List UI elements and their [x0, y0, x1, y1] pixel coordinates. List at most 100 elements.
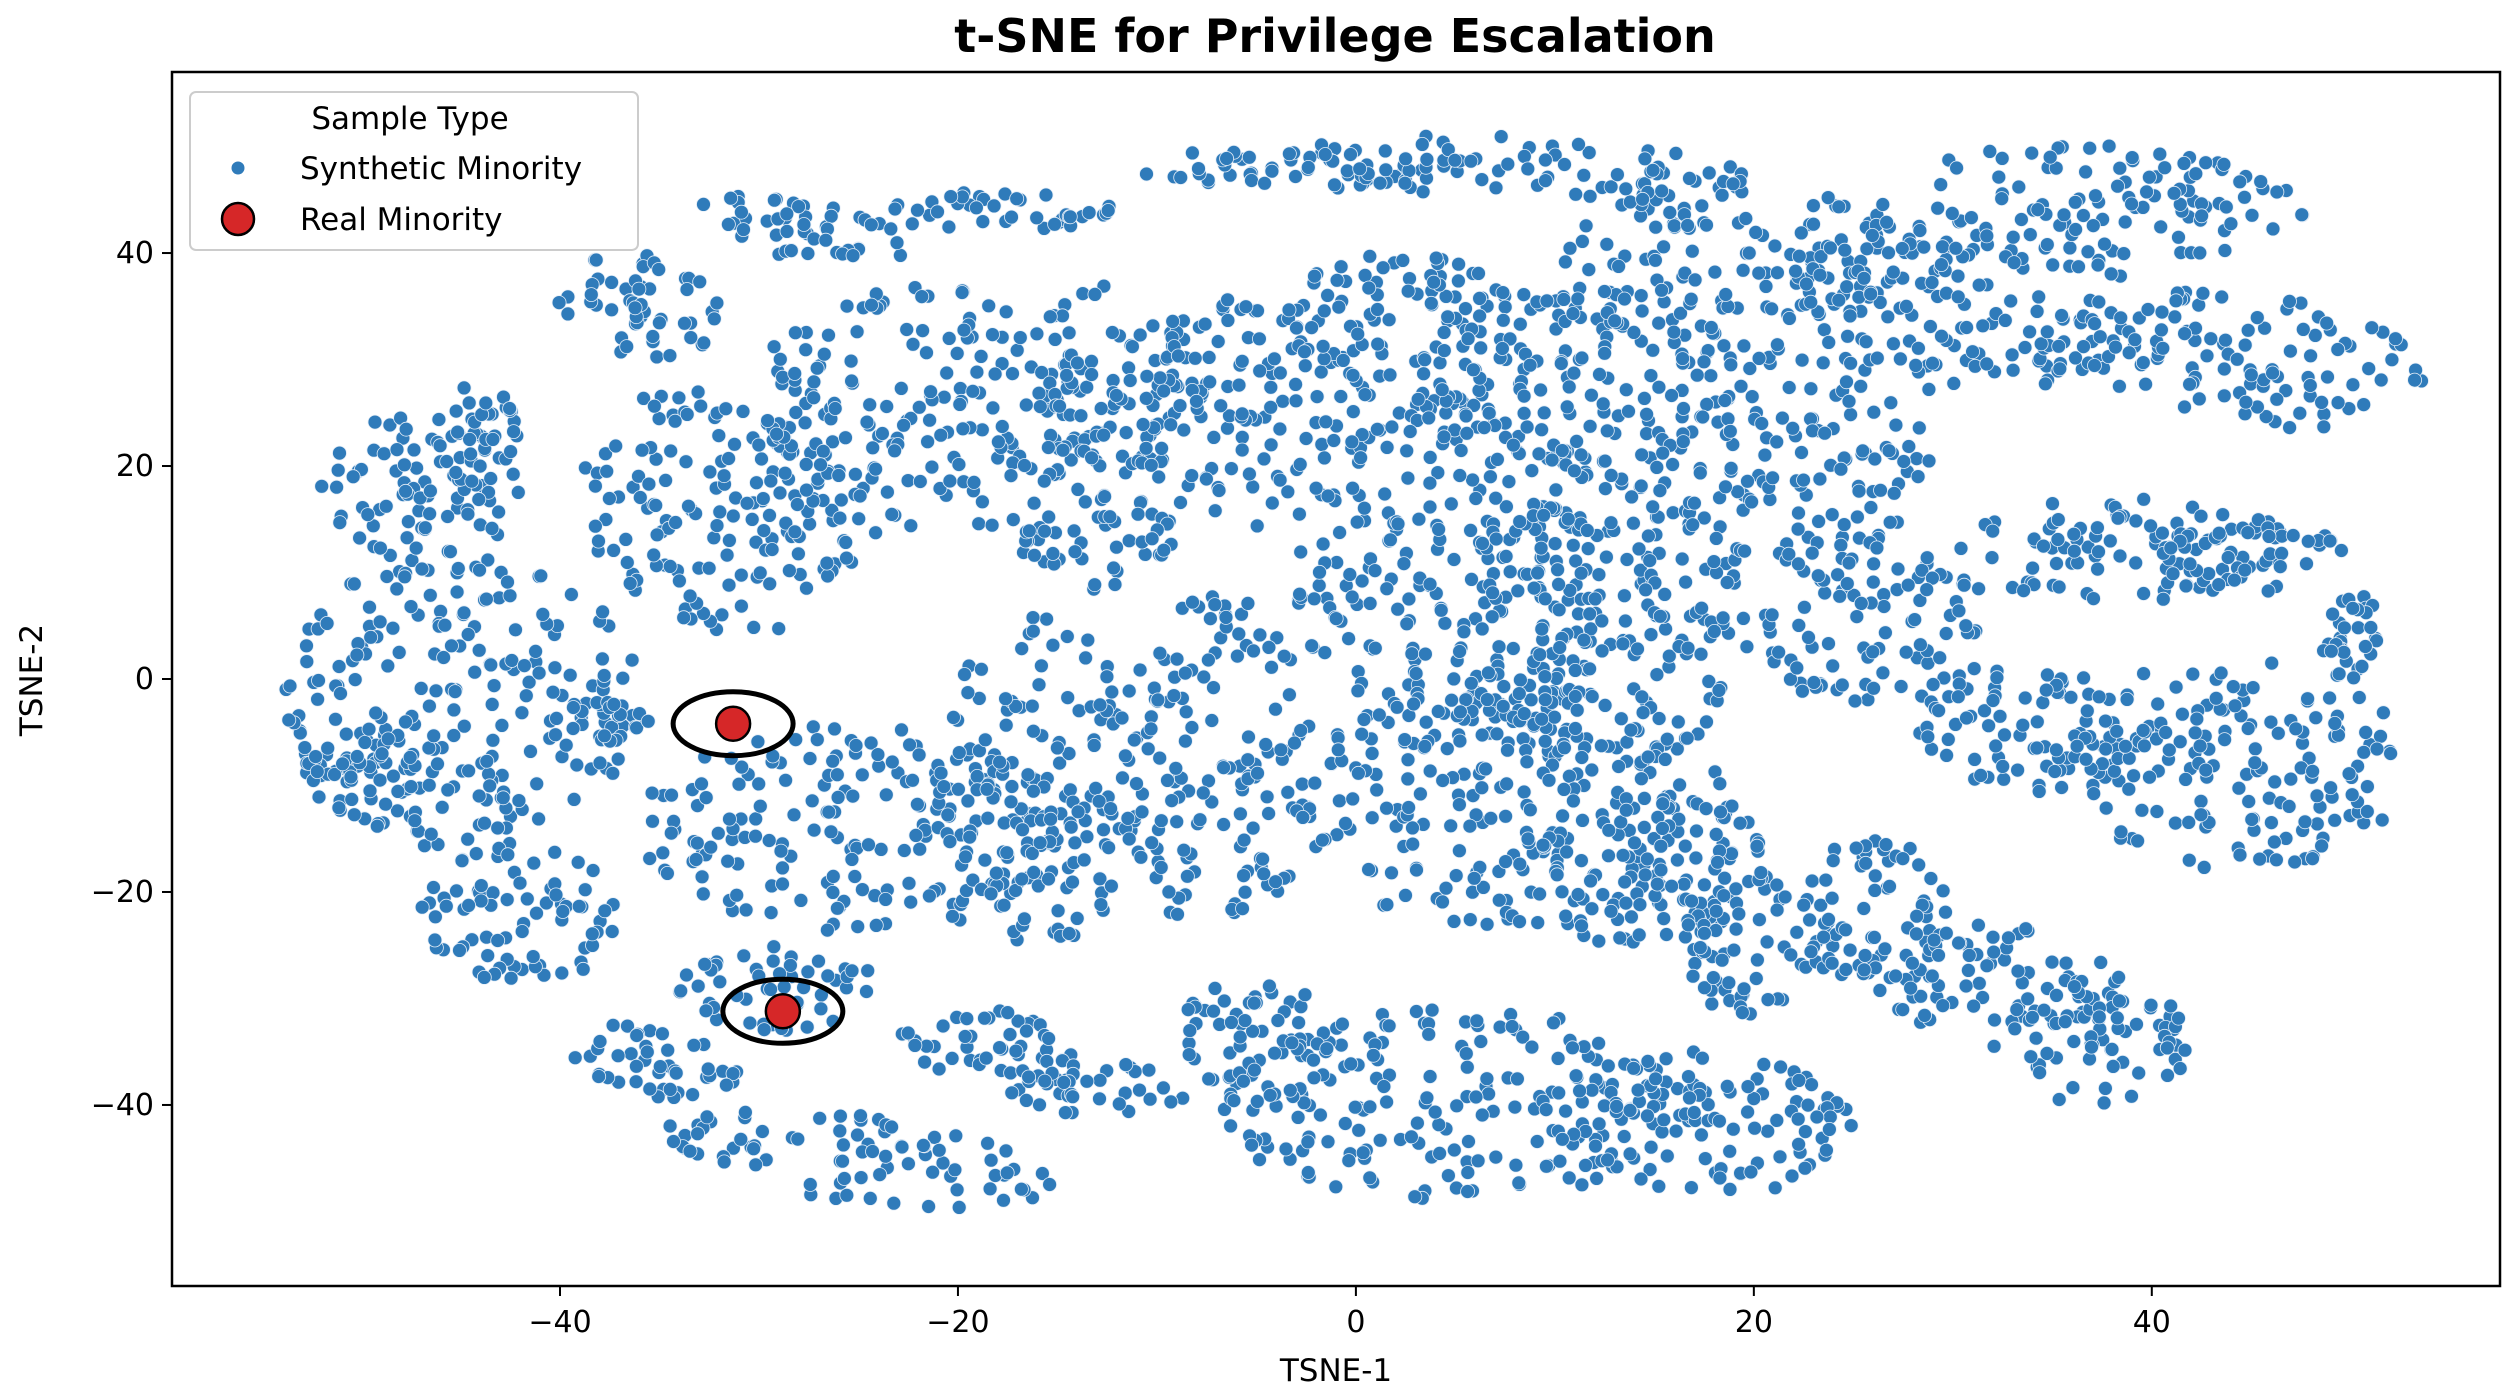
synthetic-point — [760, 413, 775, 429]
synthetic-point — [821, 804, 837, 820]
synthetic-point — [712, 974, 728, 990]
synthetic-point — [1919, 550, 1935, 566]
synthetic-point — [437, 617, 453, 633]
synthetic-point — [476, 970, 492, 985]
synthetic-point — [1084, 450, 1099, 466]
synthetic-point — [951, 457, 967, 472]
synthetic-point — [1642, 553, 1658, 568]
synthetic-point — [1510, 1071, 1525, 1087]
synthetic-point — [1121, 533, 1137, 549]
synthetic-point — [2121, 781, 2137, 797]
synthetic-point — [1699, 396, 1715, 412]
synthetic-point — [592, 1034, 608, 1049]
synthetic-point — [1657, 752, 1673, 767]
synthetic-point — [1262, 978, 1277, 994]
synthetic-point — [1816, 322, 1832, 338]
synthetic-point — [1366, 1047, 1381, 1063]
synthetic-point — [1516, 784, 1532, 800]
synthetic-point — [746, 620, 762, 635]
synthetic-point — [1557, 740, 1572, 756]
synthetic-point — [1471, 265, 1486, 281]
synthetic-point — [2327, 716, 2343, 731]
synthetic-point — [1982, 143, 1998, 159]
synthetic-point — [1772, 1149, 1788, 1165]
synthetic-point — [1401, 591, 1417, 607]
synthetic-point — [1488, 180, 1504, 196]
synthetic-point — [2300, 533, 2316, 549]
synthetic-point — [1895, 1002, 1911, 1017]
synthetic-point — [2203, 331, 2219, 347]
synthetic-point — [1750, 952, 1765, 968]
synthetic-point — [1063, 819, 1079, 835]
synthetic-point — [1530, 915, 1546, 930]
synthetic-point — [391, 645, 407, 660]
synthetic-point — [1307, 775, 1323, 791]
synthetic-point — [1551, 602, 1567, 618]
synthetic-point — [2171, 229, 2186, 245]
synthetic-point — [1680, 218, 1695, 233]
synthetic-point — [1735, 262, 1751, 278]
synthetic-point — [1995, 759, 2011, 774]
synthetic-point — [641, 476, 657, 492]
synthetic-point — [1888, 417, 1904, 433]
synthetic-point — [1106, 560, 1121, 576]
synthetic-point — [1653, 838, 1669, 854]
synthetic-point — [682, 588, 698, 604]
synthetic-point — [1296, 1095, 1312, 1111]
synthetic-point — [2141, 169, 2157, 185]
synthetic-point — [1405, 820, 1420, 836]
synthetic-point — [1917, 1008, 1932, 1023]
synthetic-point — [1531, 446, 1547, 462]
synthetic-point — [2018, 921, 2034, 937]
x-tick-label: 20 — [1735, 1305, 1773, 1340]
synthetic-point — [812, 1110, 828, 1126]
synthetic-point — [1630, 641, 1645, 657]
synthetic-point — [1645, 499, 1661, 515]
synthetic-point — [821, 327, 836, 343]
synthetic-point — [903, 894, 919, 910]
synthetic-point — [1213, 398, 1229, 414]
synthetic-point — [672, 573, 687, 589]
synthetic-point — [2407, 372, 2423, 388]
synthetic-point — [1568, 553, 1584, 569]
synthetic-point — [1919, 582, 1935, 597]
synthetic-point — [1160, 773, 1175, 788]
synthetic-point — [1783, 671, 1798, 687]
synthetic-point — [1934, 328, 1949, 344]
synthetic-point — [1603, 179, 1619, 195]
synthetic-point — [2038, 682, 2054, 698]
synthetic-point — [368, 705, 384, 721]
synthetic-point — [999, 845, 1015, 861]
synthetic-point — [2167, 815, 2183, 831]
synthetic-point — [719, 1077, 734, 1093]
synthetic-point — [830, 900, 845, 916]
synthetic-point — [1031, 677, 1047, 693]
synthetic-point — [2216, 361, 2232, 377]
synthetic-point — [1414, 136, 1430, 152]
synthetic-point — [1338, 816, 1353, 831]
synthetic-point — [1950, 268, 1966, 284]
synthetic-point — [1898, 644, 1914, 660]
synthetic-point — [1848, 840, 1864, 856]
synthetic-point — [690, 978, 706, 994]
synthetic-point — [1379, 897, 1395, 912]
synthetic-point — [2308, 710, 2324, 726]
synthetic-point — [1574, 1177, 1590, 1193]
synthetic-point — [1645, 162, 1661, 178]
synthetic-point — [1524, 463, 1540, 479]
synthetic-point — [1966, 998, 1981, 1014]
synthetic-point — [2136, 738, 2152, 754]
synthetic-point — [299, 638, 314, 654]
synthetic-point — [683, 330, 699, 346]
synthetic-point — [2149, 804, 2165, 819]
synthetic-point — [1012, 330, 1028, 346]
synthetic-point — [2177, 1042, 2193, 1058]
synthetic-point — [1308, 480, 1324, 496]
synthetic-point — [1404, 646, 1420, 662]
synthetic-point — [1749, 838, 1765, 854]
synthetic-point — [1532, 886, 1547, 902]
synthetic-point — [1220, 292, 1235, 308]
synthetic-point — [1298, 431, 1314, 446]
synthetic-point — [2117, 214, 2133, 230]
synthetic-point — [1996, 771, 2012, 787]
